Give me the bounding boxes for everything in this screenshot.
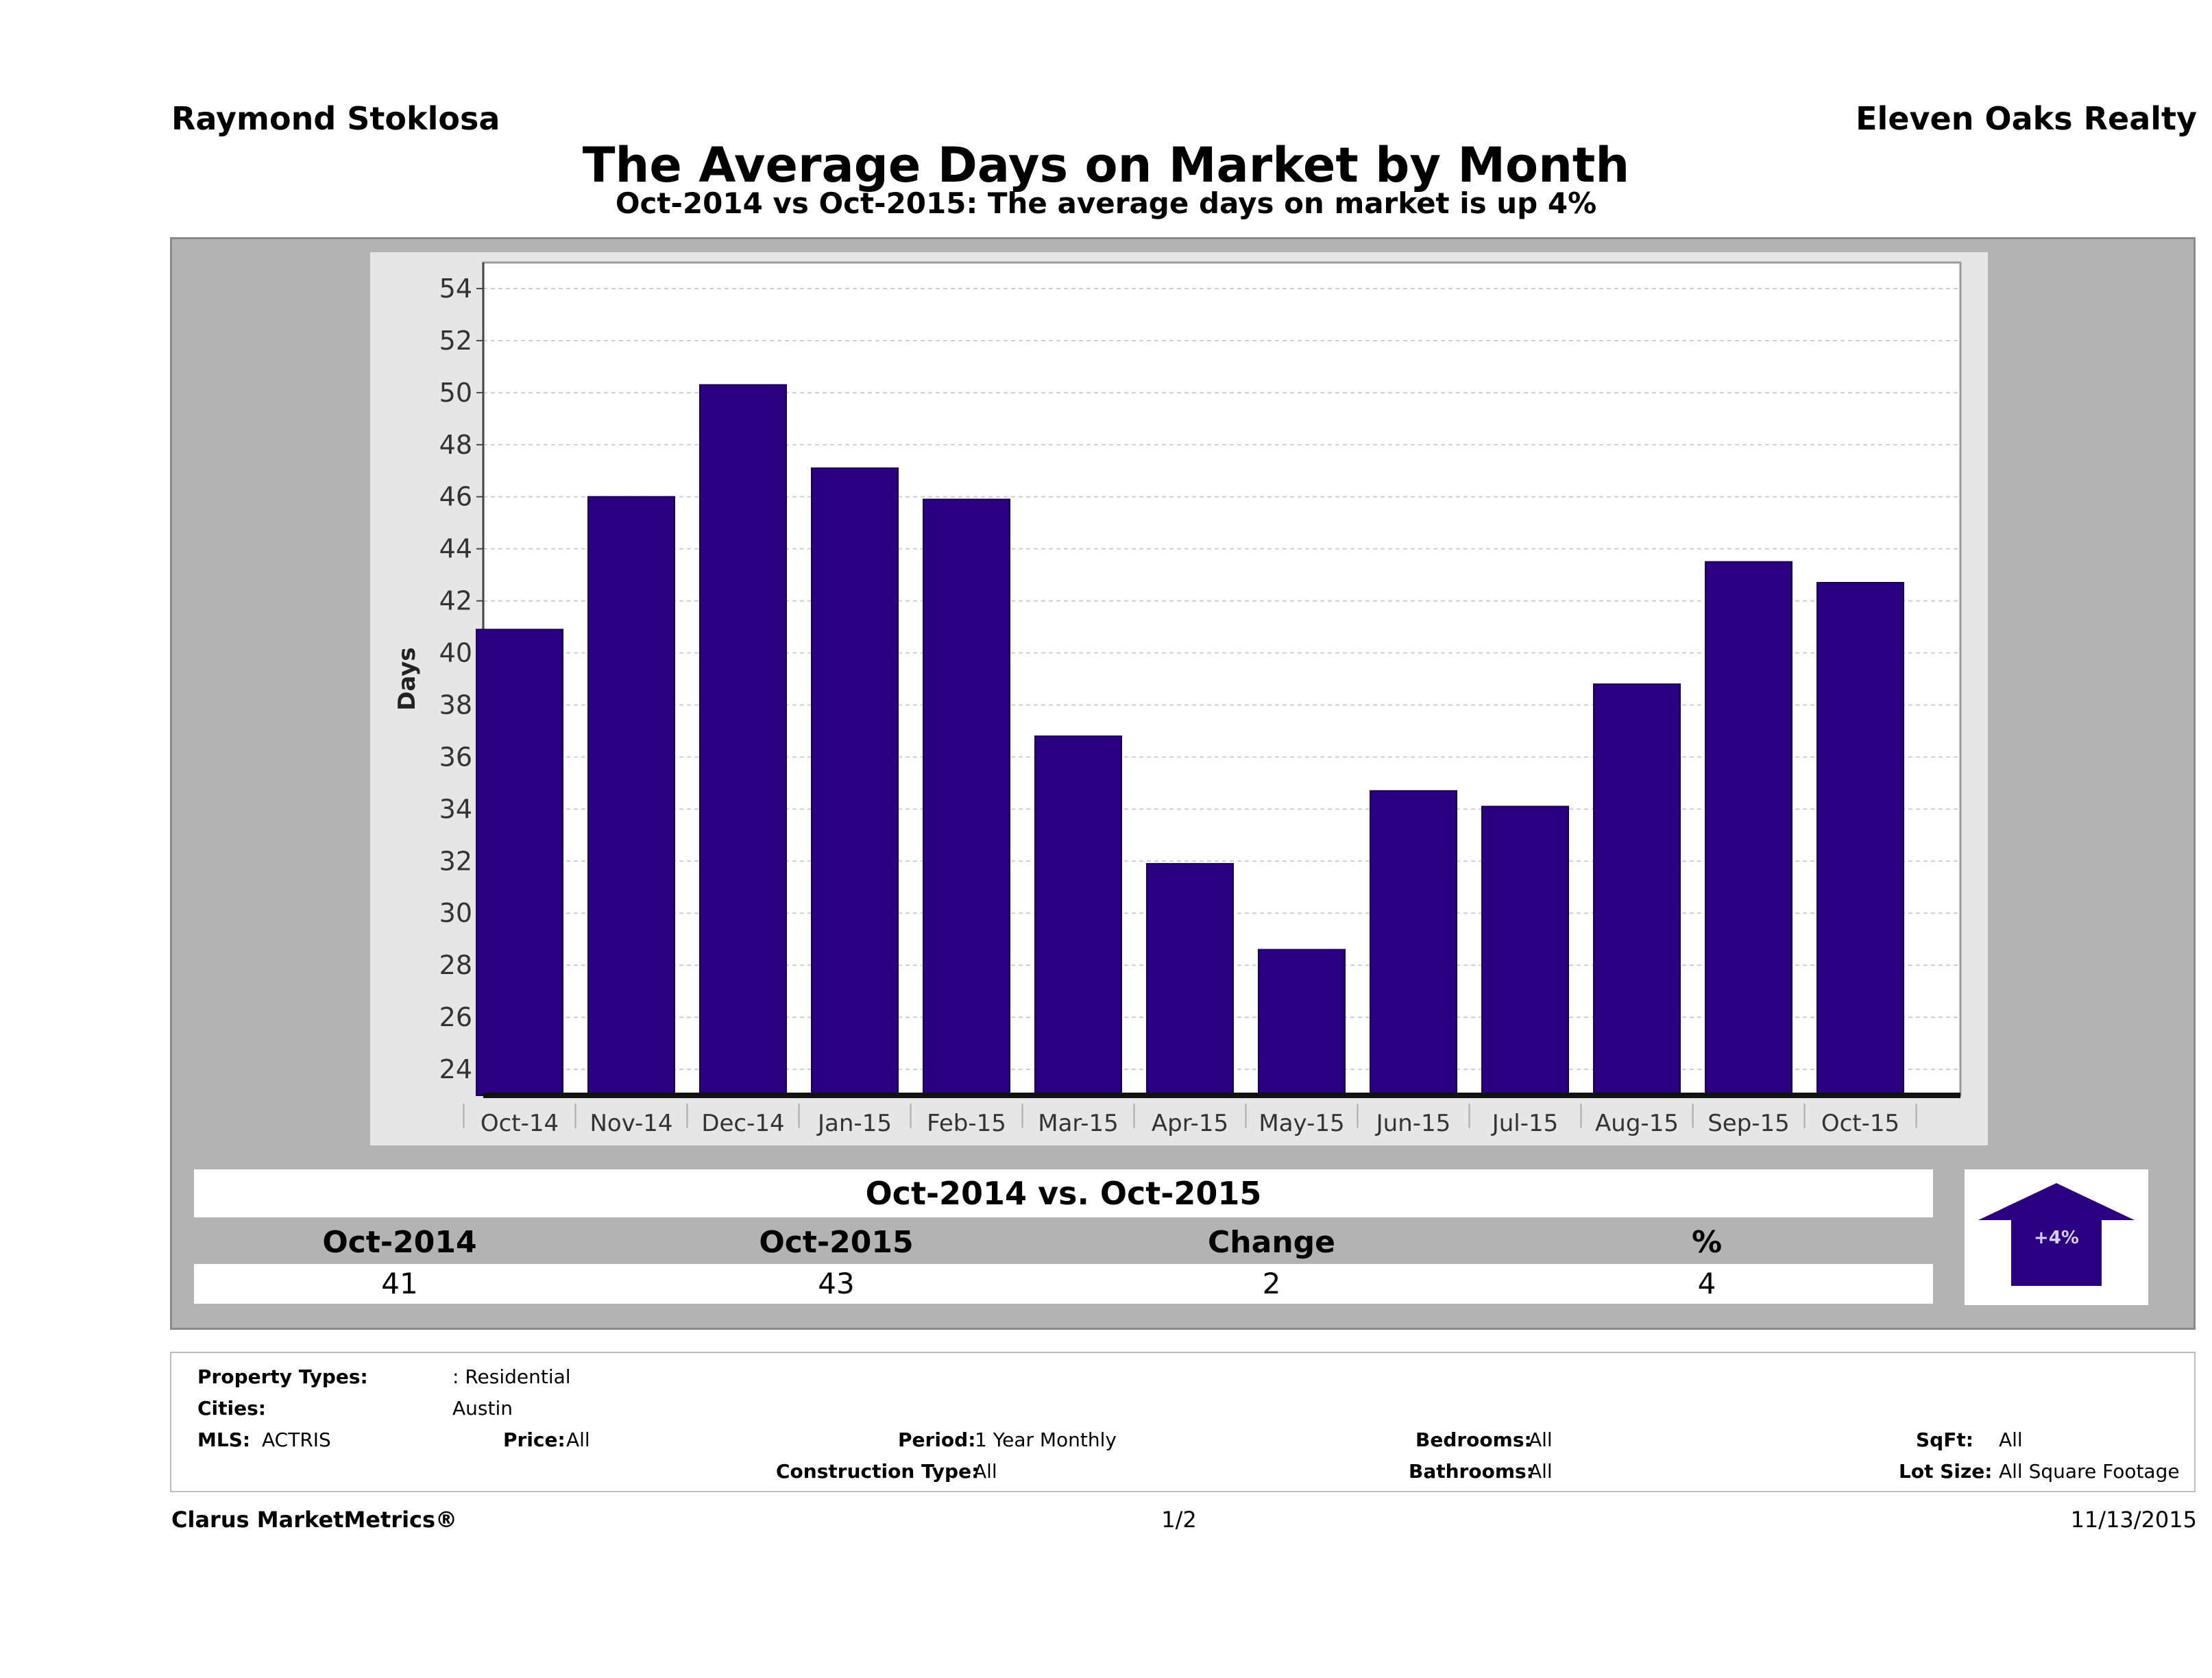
period-value: 1 Year Monthly: [975, 1428, 1117, 1451]
price-value: All: [566, 1428, 590, 1451]
comparison-value-percent: 4: [1697, 1267, 1716, 1300]
bar-feb-15: [923, 498, 1010, 1096]
bathrooms-label: Bathrooms:: [1409, 1460, 1534, 1483]
bar-jul-15: [1481, 805, 1569, 1096]
y-tick-label: 46: [439, 482, 472, 512]
comparison-header-oct-2015: Oct-2015: [759, 1225, 914, 1260]
sqft-label: SqFt:: [1916, 1428, 1973, 1451]
y-tick-label: 54: [439, 273, 472, 304]
x-tick-label: Jun-15: [1375, 1110, 1451, 1137]
x-tick-label: Apr-15: [1152, 1110, 1228, 1137]
report-subtitle: Oct-2014 vs Oct-2015: The average days o…: [615, 186, 1597, 220]
y-axis-label: Days: [393, 647, 421, 711]
agent-name: Raymond Stoklosa: [171, 100, 500, 137]
brokerage-name: Eleven Oaks Realty: [1856, 100, 2197, 137]
bar-oct-14: [476, 629, 563, 1096]
comparison-header-row: Oct-2014 Oct-2015 Change %: [194, 1221, 1933, 1264]
bedrooms-label: Bedrooms:: [1415, 1428, 1532, 1451]
comparison-header-oct-2014: Oct-2014: [322, 1225, 477, 1260]
comparison-value-row: 41 43 2 4: [194, 1264, 1933, 1304]
comparison-title: Oct-2014 vs. Oct-2015: [194, 1169, 1933, 1217]
mls-label: MLS:: [197, 1428, 251, 1451]
x-tick-label: Mar-15: [1038, 1110, 1119, 1137]
comparison-value-change: 2: [1262, 1267, 1281, 1300]
y-tick-label: 52: [439, 326, 472, 356]
property-types-value: : Residential: [452, 1365, 571, 1388]
bar-jun-15: [1370, 790, 1457, 1096]
bar-chart: 24 26 28 30 32 34 36 38 40 42 44 46 48 50 52 54 Oct-14 No…: [393, 261, 1962, 1137]
bar-aug-15: [1593, 683, 1681, 1096]
y-tick-label: 36: [439, 742, 472, 772]
footer-page-number: 1/2: [1161, 1507, 1197, 1533]
construction-type-label: Construction Type:: [776, 1460, 980, 1483]
y-tick-label: 26: [439, 1002, 472, 1032]
y-tick-label: 38: [439, 690, 472, 720]
filter-panel: Property Types: : Residential Cities: Au…: [170, 1352, 2196, 1492]
cities-label: Cities:: [197, 1397, 266, 1420]
price-label: Price:: [503, 1428, 566, 1451]
y-tick-label: 28: [439, 950, 472, 980]
bar-mar-15: [1034, 735, 1122, 1096]
cities-value: Austin: [452, 1397, 513, 1420]
comparison-header-change: Change: [1208, 1225, 1335, 1260]
lot-size-label: Lot Size:: [1899, 1460, 1993, 1483]
sqft-value: All: [1999, 1428, 2023, 1451]
construction-type-value: All: [973, 1460, 997, 1483]
comparison-header-percent: %: [1691, 1225, 1723, 1260]
x-tick-label: Aug-15: [1595, 1110, 1679, 1137]
period-label: Period:: [898, 1428, 976, 1451]
trend-badge-label: +4%: [2034, 1228, 2079, 1248]
x-tick-label: Nov-14: [590, 1110, 673, 1137]
bathrooms-value: All: [1529, 1460, 1553, 1483]
footer-brand: Clarus MarketMetrics®: [171, 1507, 458, 1533]
lot-size-value: All Square Footage: [1999, 1460, 2180, 1483]
bar-jan-15: [811, 467, 899, 1096]
y-tick-label: 32: [439, 846, 472, 876]
x-tick-label: Oct-14: [481, 1110, 559, 1137]
report-title: The Average Days on Market by Month: [582, 137, 1630, 193]
bar-dec-14: [699, 384, 787, 1096]
y-tick-label: 34: [439, 794, 472, 824]
bar-may-15: [1258, 949, 1346, 1096]
y-tick-label: 42: [439, 586, 472, 616]
mls-value: ACTRIS: [262, 1428, 331, 1451]
y-tick-label: 30: [439, 898, 472, 928]
bedrooms-value: All: [1529, 1428, 1553, 1451]
up-arrow-icon: +4%: [1978, 1183, 2135, 1286]
x-tick-label: Jul-15: [1491, 1110, 1559, 1137]
x-tick-label: Sep-15: [1707, 1110, 1790, 1137]
x-tick-label: Feb-15: [927, 1110, 1006, 1137]
trend-badge: +4%: [1965, 1169, 2148, 1305]
x-tick-label: Jan-15: [816, 1110, 892, 1137]
x-tick-label: Dec-14: [701, 1110, 784, 1137]
y-tick-label: 48: [439, 430, 472, 460]
footer-date: 11/13/2015: [2070, 1507, 2197, 1533]
y-tick-label: 40: [439, 638, 472, 668]
y-tick-label: 50: [439, 378, 472, 408]
y-tick-label: 44: [439, 534, 472, 564]
bar-apr-15: [1146, 863, 1234, 1096]
y-tick-label: 24: [439, 1054, 472, 1084]
property-types-label: Property Types:: [197, 1365, 368, 1388]
comparison-value-oct-2015: 43: [818, 1267, 855, 1300]
x-tick-label: May-15: [1259, 1110, 1344, 1137]
comparison-value-oct-2014: 41: [381, 1267, 418, 1300]
bar-nov-14: [587, 496, 675, 1096]
x-tick-label: Oct-15: [1821, 1110, 1899, 1137]
bar-sep-15: [1705, 561, 1792, 1096]
bar-oct-15: [1816, 582, 1904, 1096]
